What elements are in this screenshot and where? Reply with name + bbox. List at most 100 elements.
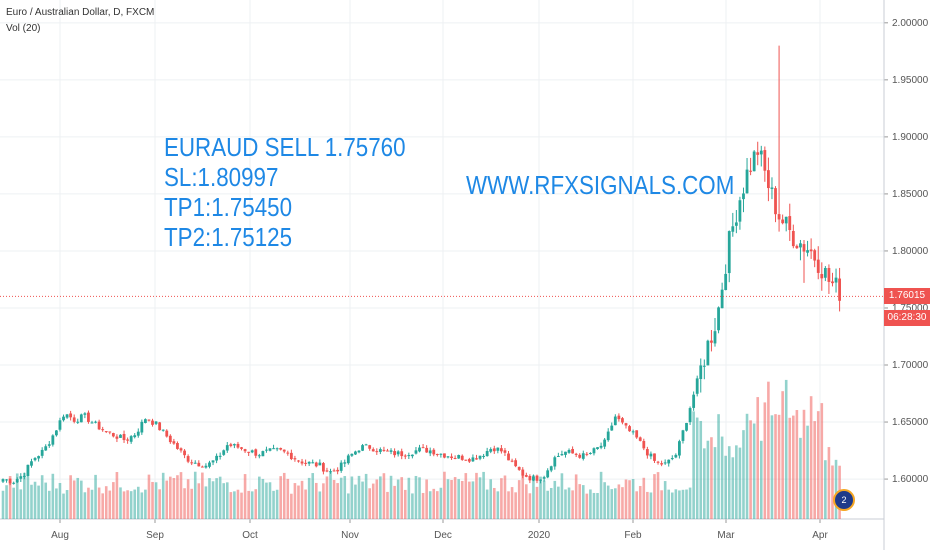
volume-bar — [58, 482, 62, 519]
candle-body — [225, 445, 229, 451]
candle-body — [179, 448, 183, 451]
candle-body — [428, 450, 432, 454]
candle-body — [329, 471, 332, 473]
candle-body — [460, 455, 464, 460]
volume-bar — [101, 493, 104, 519]
candle-body — [674, 454, 678, 458]
volume-bar — [638, 486, 642, 519]
candle-body — [656, 461, 660, 463]
candle-body — [65, 414, 69, 418]
time-axis-label: Mar — [717, 530, 735, 541]
volume-bar — [286, 478, 290, 519]
price-axis-label: 1.80000 — [892, 246, 929, 257]
volume-bar — [646, 491, 649, 519]
volume-bar — [606, 485, 610, 519]
volume-bar — [557, 486, 560, 519]
volume-bar — [379, 476, 382, 519]
candle-body — [539, 479, 542, 481]
volume-bar — [243, 474, 247, 519]
candle-body — [450, 456, 453, 459]
candle-body — [161, 429, 165, 431]
candle-body — [421, 447, 425, 449]
volume-bar — [37, 485, 40, 519]
notification-badge-icon[interactable]: 2 — [833, 489, 855, 511]
candle-body — [631, 431, 635, 433]
volume-bar — [596, 493, 599, 519]
candle-body — [660, 463, 663, 465]
candle-body — [596, 447, 599, 450]
candle-body — [724, 273, 728, 291]
volume-bar — [831, 465, 834, 519]
volume-bar — [756, 397, 760, 519]
volume-bar — [482, 471, 485, 519]
price-axis-label: 1.70000 — [892, 360, 929, 371]
volume-bar — [703, 448, 706, 519]
volume-bar — [450, 479, 453, 519]
volume-bar — [311, 473, 315, 519]
volume-bar — [670, 492, 674, 519]
candle-body — [784, 216, 788, 224]
candle-body — [752, 151, 756, 172]
candle-body — [613, 416, 617, 426]
chart-legend-title[interactable]: Euro / Australian Dollar, D, FXCM — [6, 7, 155, 18]
volume-indicator-legend[interactable]: Vol (20) — [6, 23, 41, 34]
candle-body — [368, 445, 372, 449]
volume-bar — [15, 473, 19, 519]
volume-bar — [770, 415, 774, 519]
candle-body — [111, 433, 115, 437]
candle-body — [30, 461, 33, 466]
volume-bar — [258, 476, 261, 519]
candle-body — [69, 413, 73, 418]
candle-body — [478, 455, 482, 459]
volume-bar — [560, 473, 564, 519]
volume-bar — [233, 491, 236, 519]
volume-bar — [478, 477, 482, 519]
volume-bar — [510, 487, 514, 519]
price-axis-label: 1.90000 — [892, 132, 929, 143]
volume-bar — [275, 489, 279, 519]
volume-bar — [329, 472, 332, 519]
volume-bar — [446, 479, 450, 519]
volume-bar — [571, 490, 574, 519]
volume-bar — [678, 490, 681, 519]
volume-bar — [354, 484, 357, 519]
volume-bar — [457, 479, 460, 519]
volume-bar — [322, 483, 325, 519]
volume-bar — [471, 481, 475, 519]
candle-body — [681, 430, 685, 441]
candle-body — [193, 462, 197, 464]
volume-bar — [735, 445, 738, 519]
candle-body — [759, 150, 763, 155]
candle-body — [809, 249, 813, 252]
volume-bar — [432, 488, 436, 519]
volume-bar — [1, 490, 5, 519]
candle-body — [521, 469, 525, 476]
volume-bar — [33, 481, 37, 519]
candle-body — [738, 200, 742, 222]
volume-bar — [421, 492, 425, 519]
volume-bar — [692, 411, 695, 519]
candle-body — [574, 453, 578, 455]
candle-body — [795, 245, 799, 249]
candle-body — [496, 447, 500, 451]
volume-bar — [439, 487, 443, 519]
volume-bar — [752, 423, 756, 519]
candle-body — [44, 446, 48, 451]
volume-bar — [375, 479, 379, 519]
candle-body — [261, 451, 265, 457]
candle-body — [1, 479, 5, 482]
candle-body — [307, 461, 311, 464]
volume-bar — [414, 475, 418, 519]
volume-bar — [368, 488, 371, 519]
volume-bar — [169, 476, 172, 519]
volume-bar — [781, 391, 784, 519]
volume-bar — [517, 480, 521, 519]
volume-bar — [104, 486, 108, 519]
candle-body — [542, 477, 546, 479]
candle-body — [126, 439, 129, 441]
candle-body — [581, 453, 585, 459]
candle-body — [788, 216, 792, 231]
candle-body — [5, 479, 8, 481]
volume-bar — [400, 477, 404, 519]
